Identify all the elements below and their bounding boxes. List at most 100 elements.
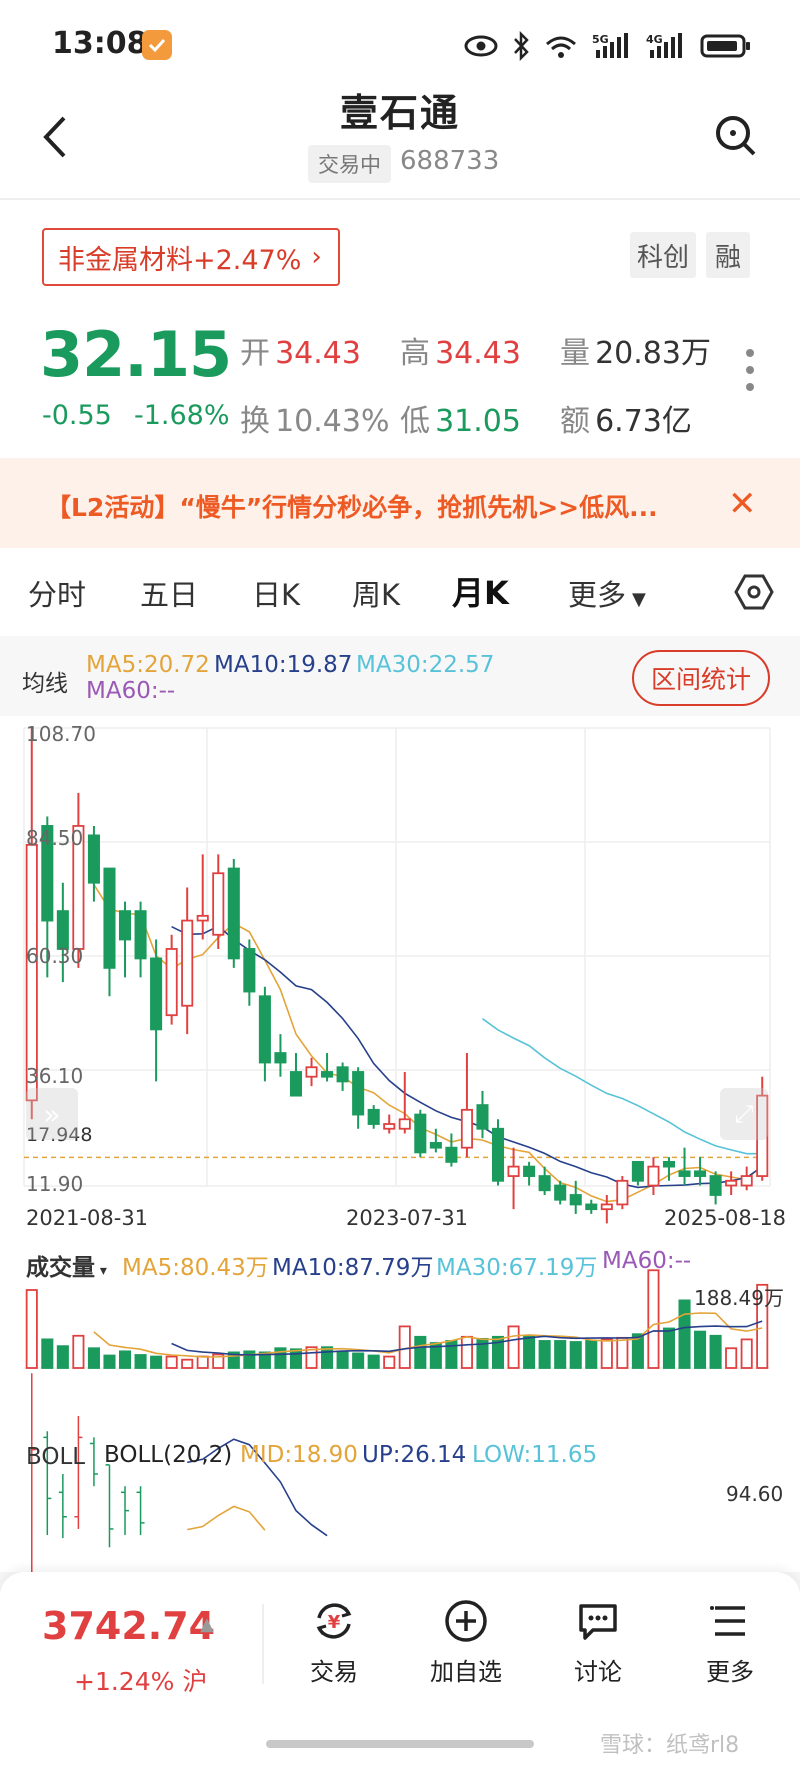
volume-bar (678, 1299, 691, 1369)
volume-bar (662, 1327, 676, 1369)
chevron-right-icon: › (311, 242, 322, 272)
boll-up: UP:26.14 (362, 1442, 467, 1468)
volume-bar (258, 1351, 271, 1369)
tab-weekly-k[interactable]: 周K (352, 578, 401, 612)
home-indicator[interactable] (266, 1740, 534, 1748)
caret-down-icon: ▾ (95, 1263, 107, 1279)
fullscreen-button[interactable]: ⤢ (720, 1088, 768, 1140)
candle-body (274, 1052, 287, 1064)
expand-left-button[interactable]: » (26, 1088, 78, 1140)
volume-bar (87, 1347, 100, 1369)
candle-body (756, 1094, 769, 1177)
ma-legend-label: 均线 (22, 671, 68, 697)
plus-circle-icon (445, 1600, 487, 1642)
nav-discuss-button[interactable]: 讨论 (538, 1598, 658, 1687)
nav-trade-button[interactable]: ¥ 交易 (274, 1598, 394, 1687)
volume-bar (756, 1283, 769, 1369)
volume-label[interactable]: 成交量 ▾ (26, 1248, 107, 1282)
nav-more-label: 更多 (706, 1658, 754, 1686)
candle-body (445, 1146, 458, 1163)
sector-tag-button[interactable]: 非金属材料+2.47% › (42, 228, 340, 286)
candle-body (367, 1108, 380, 1125)
nav-discuss-label: 讨论 (574, 1658, 622, 1686)
nav-add-watchlist-button[interactable]: 加自选 (406, 1598, 526, 1687)
search-button[interactable] (712, 112, 760, 160)
kline-chart[interactable] (0, 716, 800, 1572)
tab-five-day[interactable]: 五日 (140, 578, 199, 612)
boll-label: BOLL (26, 1444, 86, 1470)
ma30-line (482, 1018, 763, 1155)
stat-label: 开 (240, 336, 270, 371)
stat-volume: 量 20.83万 (560, 328, 711, 372)
volume-bar (709, 1334, 722, 1369)
stock-name: 壹石通 (339, 91, 460, 135)
stat-low: 低 31.05 (400, 396, 521, 440)
tag-margin[interactable]: 融 (706, 232, 750, 278)
promo-text[interactable]: 【L2活动】“慢牛”行情分秒必争，抢抓先机>>低风... (46, 493, 658, 522)
tab-more[interactable]: 更多 ▼ (568, 572, 646, 614)
volume-bar (538, 1340, 551, 1369)
more-options-button[interactable] (744, 348, 756, 392)
stat-value: 34.43 (275, 336, 361, 371)
chart-settings-button[interactable] (734, 572, 774, 612)
candle-body (243, 948, 256, 993)
volume-bar (523, 1334, 536, 1369)
volume-bar (274, 1347, 287, 1369)
volume-bar (600, 1338, 613, 1369)
vertical-dots-icon (746, 349, 754, 391)
last-price-marker: 17.948 (26, 1124, 93, 1146)
caret-up-icon[interactable]: ▲ (200, 1614, 214, 1635)
candle-body (631, 1160, 644, 1182)
boll-mid-line (187, 1505, 266, 1531)
tag-kechuang[interactable]: 科创 (630, 232, 696, 278)
eye-icon (464, 35, 498, 57)
tab-daily-k[interactable]: 日K (252, 578, 301, 612)
candle-body (647, 1165, 660, 1187)
nav-trade-label: 交易 (310, 1658, 358, 1686)
stat-amount: 额 6.73亿 (560, 396, 692, 440)
range-statistics-button[interactable]: 区间统计 (632, 650, 770, 706)
candle-body (709, 1175, 722, 1196)
candle-body (740, 1175, 753, 1187)
candle-body (491, 1127, 505, 1182)
price-tick-label: 36.10 (26, 1064, 84, 1088)
price-tick-label: 108.70 (26, 722, 96, 746)
promo-banner[interactable] (0, 458, 800, 548)
volume-bar (647, 1269, 660, 1369)
stat-value: 20.83万 (595, 336, 711, 371)
candle-body (383, 1123, 396, 1130)
nav-more-button[interactable]: 更多 (670, 1598, 790, 1687)
bottom-separator (262, 1604, 264, 1684)
trade-status-badge: 交易中 (308, 145, 391, 183)
candle-body (305, 1066, 318, 1078)
date-label: 2025-08-18 (664, 1206, 787, 1230)
back-button[interactable] (36, 112, 76, 162)
candle-body (87, 834, 100, 884)
index-value[interactable]: 3742.74 (42, 1604, 216, 1648)
volume-bar (725, 1347, 738, 1369)
stat-label: 低 (400, 404, 430, 439)
candle-body (41, 825, 54, 922)
tab-intraday[interactable]: 分时 (28, 578, 87, 612)
volume-bar (150, 1355, 163, 1369)
candle-body (398, 1118, 411, 1130)
volume-bar (616, 1336, 629, 1369)
candle-body (476, 1104, 489, 1130)
tab-monthly-k[interactable]: 月K (452, 574, 509, 612)
price-tick-label: 11.90 (26, 1172, 84, 1196)
index-change: +1.24% 沪 (74, 1667, 208, 1696)
close-icon[interactable]: ✕ (728, 484, 757, 524)
volume-bar (181, 1358, 194, 1369)
stat-value: 34.43 (435, 336, 521, 371)
volume-max-label: 188.49万 (694, 1286, 784, 1310)
volume-bar (72, 1334, 85, 1369)
double-chevron-right-icon: » (43, 1097, 61, 1131)
date-label: 2023-07-31 (346, 1206, 469, 1230)
candle-body (507, 1165, 520, 1177)
volume-bar (336, 1350, 349, 1369)
volume-bar (25, 1289, 38, 1369)
volume-bar (196, 1355, 209, 1369)
candle-body (321, 1071, 334, 1078)
volume-bar (352, 1352, 365, 1369)
chat-bubble-icon (579, 1604, 617, 1640)
